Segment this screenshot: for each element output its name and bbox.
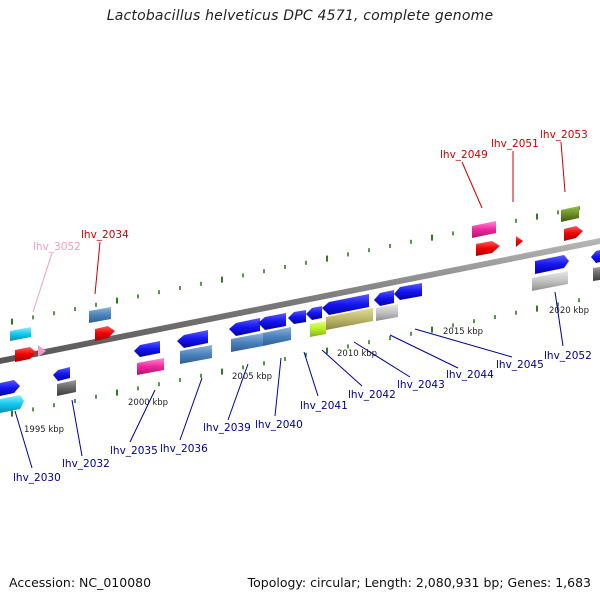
gene-block-magenta-2049 [472, 221, 496, 238]
leader-lhv_2041 [303, 351, 319, 397]
leader-lhv_2052 [554, 291, 564, 347]
gene-label-lhv_2035: lhv_2035 [110, 445, 158, 457]
leader-lhv_2039 [227, 363, 249, 421]
gene-block-blue-edge [591, 250, 600, 263]
gene-label-lhv_2032: lhv_2032 [62, 458, 110, 470]
gene-label-lhv_2041: lhv_2041 [300, 400, 348, 412]
scale-labels: 1995 kbp 2000 kbp 2005 kbp 2010 kbp 2015… [24, 306, 589, 435]
gene-block-pink-arrow [38, 345, 46, 357]
gene-block-silver-2043 [376, 304, 398, 321]
gene-block-red-2051 [516, 236, 523, 247]
gene-block-blue-2043 [374, 290, 394, 306]
scale-label-2020: 2020 kbp [549, 306, 589, 316]
gene-block-blue-2030 [0, 380, 20, 396]
gene-block-red-2034 [95, 326, 115, 341]
gene-block-steel-2039 [231, 333, 263, 352]
leader-lhv_2043 [353, 341, 411, 378]
leader-lhv_2044 [389, 334, 459, 369]
leader-lhv_3052 [32, 252, 53, 313]
scale-label-2005: 2005 kbp [232, 372, 272, 382]
topology-label: Topology: circular; Length: 2,080,931 bp… [247, 575, 591, 590]
gene-track-lower [0, 250, 600, 413]
gene-block-blue-2044 [394, 283, 422, 300]
leader-lhv_2035 [129, 389, 156, 443]
gene-block-steel-2036 [180, 345, 212, 364]
leader-lhv_2030 [14, 410, 33, 469]
gene-block-steel-2034 [89, 307, 111, 323]
gene-block-blue-2041b [306, 306, 322, 320]
leader-lhv_2049 [461, 161, 483, 209]
accession-label: Accession: NC_010080 [9, 575, 152, 590]
gene-block-red-2049 [476, 241, 500, 256]
gene-block-red-2053 [564, 226, 583, 241]
scale-label-2000: 2000 kbp [128, 398, 168, 408]
gene-label-lhv_2052: lhv_2052 [544, 350, 592, 362]
scale-label-1995: 1995 kbp [24, 425, 64, 435]
gene-block-cyan-upper [10, 327, 31, 341]
leader-lines [14, 141, 566, 469]
gene-labels: lhv_3052 lhv_2034 lhv_2049 lhv_2051 lhv_… [13, 129, 592, 484]
gene-label-lhv_2030: lhv_2030 [13, 472, 61, 484]
gene-block-lime-2041 [310, 321, 326, 337]
gene-block-cyan-2030 [0, 395, 24, 413]
gene-block-khaki-2042 [326, 308, 373, 330]
gene-block-silver-2052 [532, 271, 568, 291]
lower-tick-row [11, 298, 580, 417]
gene-label-lhv_2036: lhv_2036 [160, 443, 208, 455]
gene-block-red-left [15, 347, 36, 362]
gene-block-gray-edge [593, 267, 600, 281]
gene-label-lhv_3052: lhv_3052 [33, 241, 81, 253]
leader-lhv_2032 [71, 399, 83, 457]
gene-label-lhv_2044: lhv_2044 [446, 369, 494, 381]
genome-backbone [0, 238, 600, 364]
gene-block-blue-2040 [258, 313, 286, 330]
gene-label-lhv_2042: lhv_2042 [348, 389, 396, 401]
gene-block-blue-2041a [288, 310, 306, 324]
gene-track-upper [10, 206, 583, 362]
gene-block-blue-2036 [177, 330, 208, 348]
gene-label-lhv_2051: lhv_2051 [491, 138, 539, 150]
gene-block-blue-2035 [134, 341, 160, 357]
gene-block-blue-2042 [322, 294, 369, 315]
gene-block-blue-2032 [53, 367, 70, 381]
leader-lhv_2040 [274, 357, 282, 417]
leader-lhv_2042 [321, 349, 363, 387]
gene-block-olive-2053 [561, 206, 579, 222]
gene-label-lhv_2040: lhv_2040 [255, 419, 303, 431]
gene-block-gray-2032 [57, 380, 76, 396]
gene-block-magenta-2035 [137, 358, 164, 375]
gene-block-steel-2040 [263, 327, 291, 346]
leader-lhv_2036 [179, 377, 203, 441]
scale-label-2015: 2015 kbp [443, 327, 483, 337]
map-title: Lactobacillus helveticus DPC 4571, compl… [106, 8, 494, 24]
leader-lhv_2034 [94, 241, 101, 295]
gene-label-lhv_2039: lhv_2039 [203, 422, 251, 434]
gene-label-lhv_2043: lhv_2043 [397, 379, 445, 391]
leader-lhv_2053 [560, 141, 566, 193]
leader-lhv_2045 [414, 328, 513, 358]
gene-label-lhv_2045: lhv_2045 [496, 359, 544, 371]
gene-label-lhv_2049: lhv_2049 [440, 149, 488, 161]
gene-label-lhv_2053: lhv_2053 [540, 129, 588, 141]
gene-block-blue-2052 [535, 255, 569, 274]
gene-block-blue-2039 [229, 318, 260, 336]
gene-label-lhv_2034: lhv_2034 [81, 229, 129, 241]
scale-label-2010: 2010 kbp [337, 349, 377, 359]
